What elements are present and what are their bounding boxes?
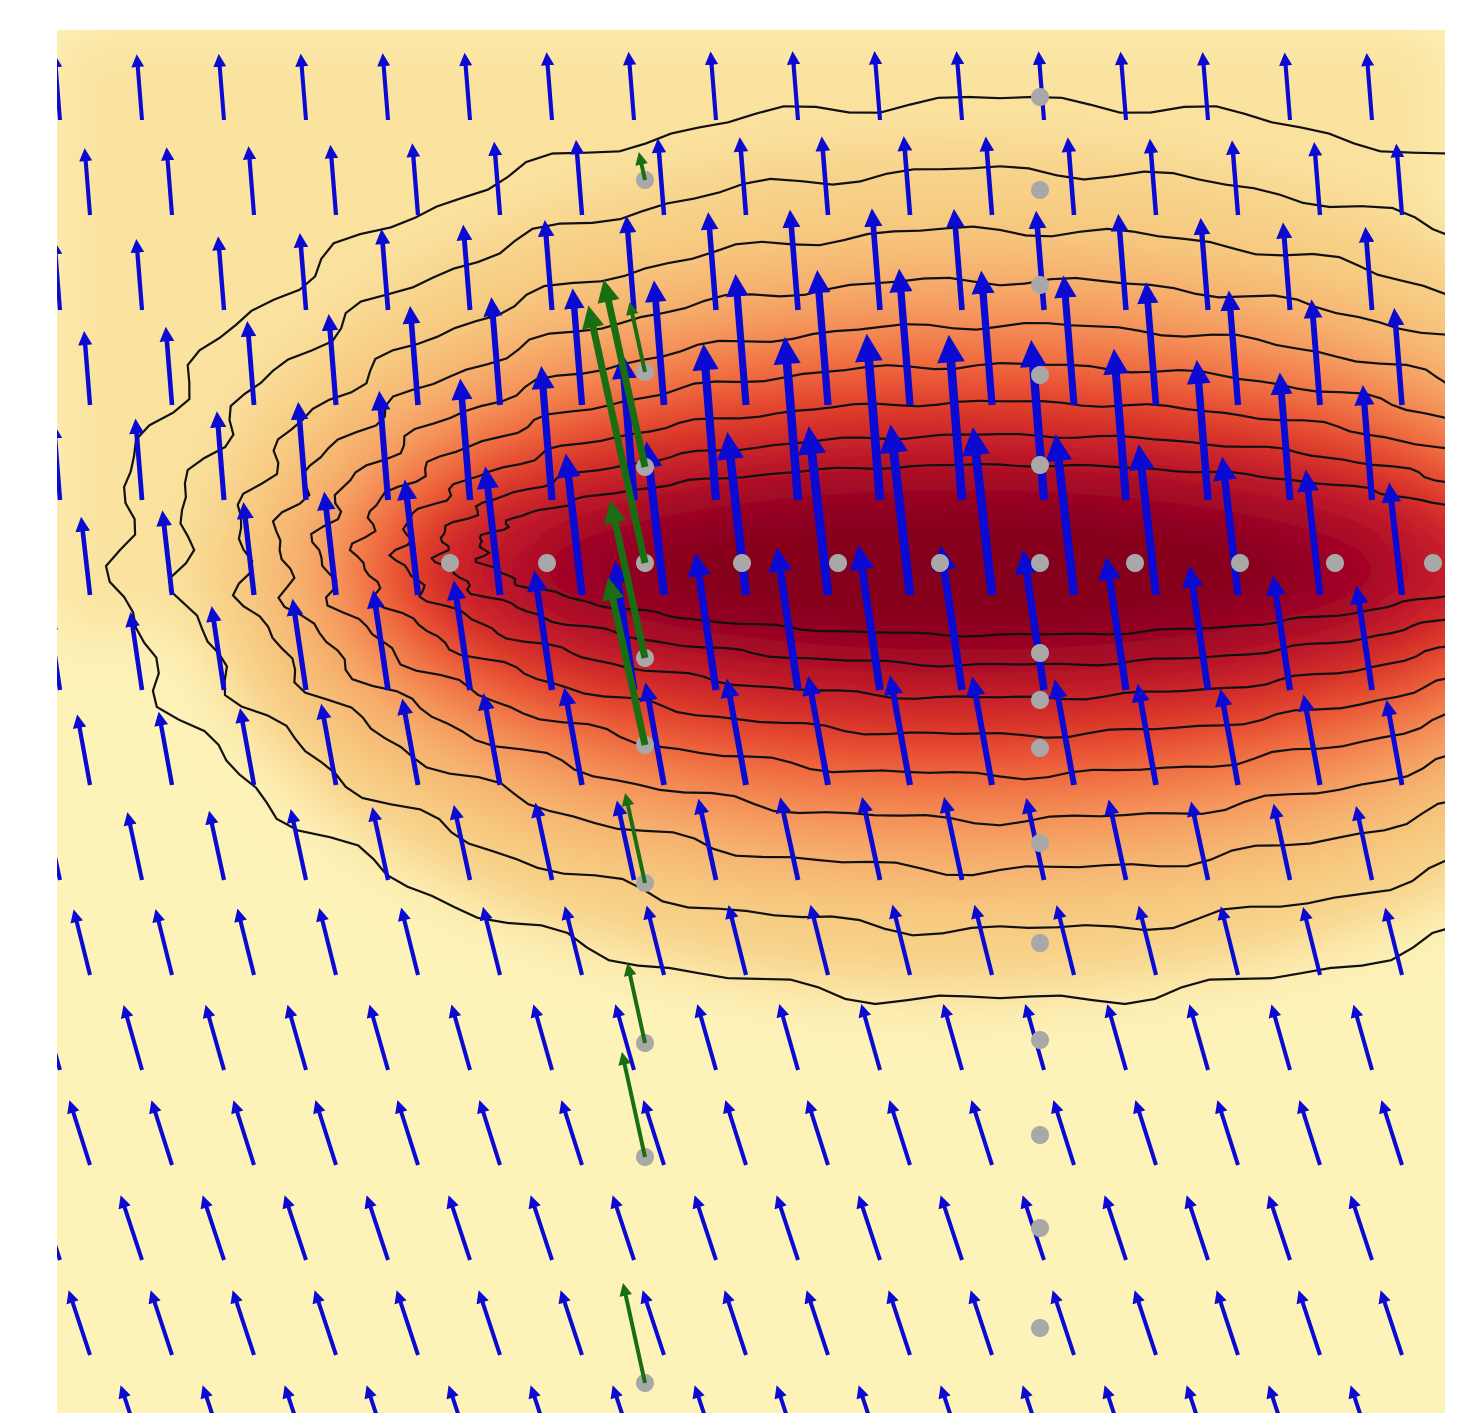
probe-point [1031, 644, 1049, 662]
probe-point [1031, 934, 1049, 952]
probe-point [1031, 88, 1049, 106]
probe-point [1031, 456, 1049, 474]
probe-point [1031, 1126, 1049, 1144]
probe-point [1031, 276, 1049, 294]
vector-field-view [0, 0, 1481, 1413]
probe-point [1126, 554, 1144, 572]
plot-area [42, 30, 1481, 1413]
probe-point [1031, 181, 1049, 199]
probe-point [1031, 834, 1049, 852]
probe-point [931, 554, 949, 572]
probe-point [733, 554, 751, 572]
probe-point [829, 554, 847, 572]
page: (() => { const svg = document.getElement… [0, 0, 1481, 1413]
probe-point [1031, 739, 1049, 757]
probe-point [1031, 1219, 1049, 1237]
probe-point [1231, 554, 1249, 572]
probe-point [1031, 554, 1049, 572]
probe-point [538, 554, 556, 572]
probe-point [1326, 554, 1344, 572]
probe-point [1031, 1319, 1049, 1337]
probe-point [441, 554, 459, 572]
probe-point [1424, 554, 1442, 572]
probe-point [1031, 691, 1049, 709]
probe-point [1031, 366, 1049, 384]
probe-point [1031, 1031, 1049, 1049]
